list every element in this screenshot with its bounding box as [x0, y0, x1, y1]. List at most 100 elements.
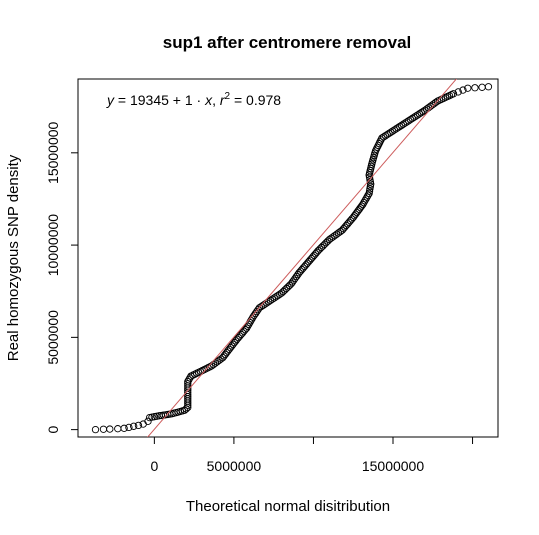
y-tick-label: 0 [45, 426, 61, 434]
data-point [380, 133, 388, 141]
data-point [291, 274, 299, 282]
regression-equation: y = 19345 + 1 · x, r2 = 0.978 [106, 91, 281, 108]
data-point [428, 101, 436, 109]
data-point [125, 423, 133, 432]
data-point [331, 231, 339, 240]
data-point [327, 234, 335, 242]
data-point [403, 118, 411, 126]
data-point [381, 132, 390, 140]
chart-title: sup1 after centromere removal [163, 33, 412, 52]
data-point [471, 84, 479, 92]
data-point [250, 311, 258, 319]
data-point [410, 113, 418, 121]
data-point [383, 130, 391, 139]
data-point [363, 193, 371, 201]
data-point [385, 129, 393, 138]
x-tick-label: 0 [150, 458, 158, 474]
data-point [270, 294, 278, 302]
data-point [274, 291, 282, 300]
eq-r2-value: = 0.978 [230, 92, 281, 108]
data-point [364, 191, 372, 199]
data-point [388, 127, 397, 135]
data-point [264, 298, 273, 306]
data-point [257, 302, 265, 311]
data-point [360, 198, 368, 207]
data-point [484, 83, 493, 91]
data-point [454, 88, 462, 96]
y-tick-label: 15000000 [45, 121, 61, 184]
data-point [325, 235, 334, 244]
data-point [134, 421, 143, 430]
data-point [259, 301, 267, 310]
data-point [99, 425, 108, 433]
eq-y-symbol: y [106, 92, 115, 108]
data-point [406, 115, 415, 124]
data-point [405, 117, 413, 125]
data-point [249, 313, 257, 321]
x-axis-label: Theoretical normal disitribution [186, 498, 390, 515]
data-point [478, 83, 486, 91]
data-point [332, 230, 341, 238]
data-point [130, 422, 138, 430]
data-point [287, 280, 295, 288]
eq-x-symbol: x [204, 92, 213, 108]
data-point [91, 425, 100, 434]
data-point [106, 425, 114, 433]
data-point [120, 424, 128, 432]
data-point [362, 195, 370, 203]
data-point [266, 296, 275, 305]
x-axis: 0 5000000 15000000 [150, 436, 474, 474]
data-point [396, 122, 404, 131]
x-tick-label: 5000000 [207, 458, 262, 474]
data-point [408, 114, 416, 123]
data-point [387, 128, 395, 136]
data-point [394, 124, 402, 132]
data-point [412, 112, 420, 120]
data-point [421, 106, 429, 115]
y-axis: 0 5000000 10000000 15000000 [45, 121, 79, 434]
x-tick-label: 15000000 [362, 458, 425, 474]
data-point [464, 84, 472, 92]
eq-sep: , [212, 92, 220, 108]
y-axis-label: Real homozygous SNP density [5, 154, 22, 361]
data-point [397, 121, 406, 130]
data-point [244, 322, 252, 330]
y-tick-label: 5000000 [45, 310, 61, 365]
data-point [419, 107, 427, 116]
data-point [392, 125, 400, 133]
data-point [144, 417, 152, 425]
data-point [245, 320, 253, 329]
data-point [290, 276, 298, 284]
data-point [251, 309, 260, 318]
data-point [288, 278, 297, 286]
data-point [329, 233, 337, 241]
data-point [334, 229, 343, 237]
data-point [449, 90, 458, 98]
data-point [417, 109, 425, 117]
data-point [378, 134, 386, 142]
data-point [255, 304, 264, 312]
data-point [390, 126, 399, 134]
data-points [91, 83, 493, 434]
data-point [253, 307, 261, 316]
data-point [430, 100, 438, 108]
data-point [272, 293, 280, 301]
data-point [184, 377, 192, 386]
data-point [185, 376, 193, 384]
data-point [361, 197, 369, 205]
eq-r-superscript: 2 [225, 91, 231, 102]
plot-frame [77, 78, 499, 438]
data-point [242, 324, 251, 332]
data-point [401, 119, 409, 127]
data-point [432, 98, 440, 107]
regression-line-group [147, 79, 457, 437]
data-point [268, 295, 277, 303]
data-point [114, 425, 122, 433]
eq-r-symbol: r [220, 92, 226, 108]
data-point [359, 200, 367, 209]
data-point [415, 110, 424, 118]
data-point [399, 120, 407, 128]
data-point [414, 111, 422, 119]
regression-line [147, 79, 457, 437]
